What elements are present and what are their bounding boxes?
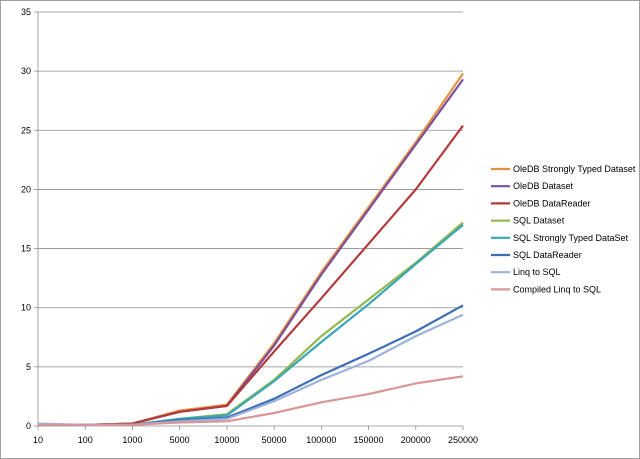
x-tick-label: 10 [33,435,43,445]
series-line-8 [38,375,464,426]
legend-label-8: Compiled Linq to SQL [513,284,601,294]
legend-label-7: Linq to SQL [513,267,561,277]
x-tick-label: 1000 [122,435,142,445]
y-tick-label: 0 [26,421,31,431]
x-tick-label: 200000 [401,435,431,445]
y-axis-tick-labels: 0 5 10 15 20 25 30 35 [21,7,31,431]
y-tick-label: 35 [21,7,31,17]
legend-label-3: OleDB DataReader [513,198,591,208]
series-line-5 [38,224,464,426]
legend-label-4: SQL Dataset [513,216,565,226]
y-tick-label: 15 [21,244,31,254]
legend-label-6: SQL DataReader [513,250,582,260]
x-tick-label: 150000 [354,435,384,445]
y-tick-label: 25 [21,125,31,135]
x-tick-label: 10000 [214,435,239,445]
legend-label-5: SQL Strongly Typed DataSet [513,233,629,243]
axes [34,11,464,430]
x-tick-label: 250000 [448,435,478,445]
x-tick-label: 100 [78,435,93,445]
x-tick-label: 5000 [170,435,190,445]
y-tick-label: 5 [26,362,31,372]
legend: OleDB Strongly Typed Dataset OleDB Datase… [491,164,636,294]
y-tick-label: 10 [21,303,31,313]
series-line-1 [38,72,464,426]
series-line-6 [38,304,464,426]
x-tick-label: 50000 [262,435,287,445]
x-tick-label: 100000 [306,435,336,445]
y-tick-label: 30 [21,66,31,76]
legend-label-1: OleDB Strongly Typed Dataset [513,164,636,174]
series-line-4 [38,221,464,426]
gridlines [38,11,463,368]
series-lines [37,72,464,426]
y-tick-label: 20 [21,184,31,194]
legend-label-2: OleDB Dataset [513,181,574,191]
x-axis-tick-labels: 10 100 1000 5000 10000 50000 100000 150000 20000… [33,435,478,445]
